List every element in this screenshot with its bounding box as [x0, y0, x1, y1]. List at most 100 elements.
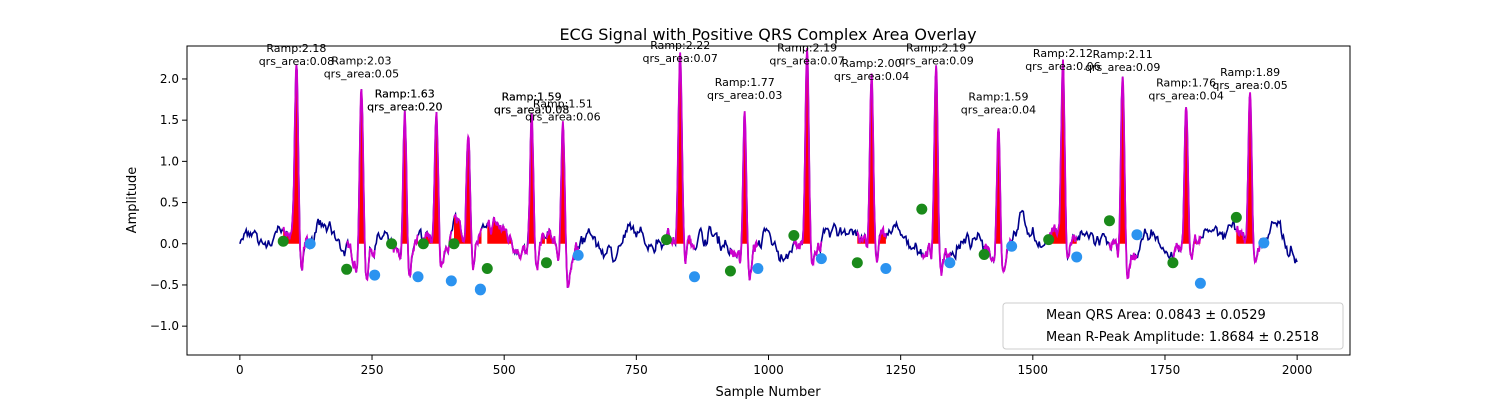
q-point-marker-0	[277, 235, 289, 247]
qrs-area-fill-5	[487, 112, 545, 244]
qrs-segment-12	[983, 128, 1012, 275]
r-peak-label-2: Ramp:1.63	[375, 87, 435, 100]
q-point-marker-10	[851, 257, 863, 269]
legend-entry-r-peak: Mean R-Peak Amplitude: 1.8684 ± 0.2518	[1046, 330, 1319, 345]
s-point-marker-0	[304, 238, 316, 250]
r-peak-label-16: Ramp:1.89	[1220, 66, 1280, 79]
r-peak-label-9: Ramp:2.19	[777, 41, 837, 54]
qrs-area-fill-3	[423, 112, 452, 244]
q-point-marker-14	[1103, 215, 1115, 227]
x-tick-label-1: 250	[361, 363, 384, 377]
chart-title: ECG Signal with Positive QRS Complex Are…	[559, 25, 976, 44]
q-point-marker-2	[386, 238, 398, 250]
s-point-marker-12	[1006, 240, 1018, 252]
qrs-area-fill-14	[1109, 76, 1137, 244]
q-point-marker-11	[916, 203, 928, 215]
s-point-marker-15	[1194, 277, 1206, 289]
y-tick-label-5: 1.5	[160, 113, 179, 127]
legend: Mean QRS Area: 0.0843 ± 0.0529 Mean R-Pe…	[1002, 302, 1344, 350]
r-peak-label-5: Ramp:1.59	[502, 91, 562, 104]
legend-entry-qrs-area: Mean QRS Area: 0.0843 ± 0.0529	[1046, 308, 1266, 323]
q-point-marker-8	[724, 265, 736, 277]
s-point-marker-2	[412, 271, 424, 283]
qrs-area-label-12: qrs_area:0.04	[961, 104, 1036, 117]
x-axis-label: Sample Number	[715, 385, 821, 400]
qrs-area-fill-4	[454, 136, 482, 244]
y-tick-label-0: −1.0	[150, 319, 179, 333]
qrs-area-label-10: qrs_area:0.04	[834, 70, 909, 83]
qrs-area-label-11: qrs_area:0.09	[898, 54, 973, 67]
qrs-segment-13	[1048, 59, 1078, 259]
s-point-marker-9	[815, 253, 827, 265]
qrs-segment-6	[545, 121, 580, 288]
qrs-area-label-5: qrs_area:0.08	[494, 104, 569, 117]
qrs-segment-4	[453, 133, 483, 271]
s-point-marker-16	[1258, 237, 1270, 249]
q-point-marker-15	[1167, 257, 1179, 269]
y-tick-label-3: 0.5	[160, 196, 179, 210]
qrs-area-label-15: qrs_area:0.04	[1148, 90, 1223, 103]
r-peak-label-10: Ramp:2.00	[842, 57, 902, 70]
legend-box	[1002, 302, 1344, 350]
qrs-segment-3	[422, 112, 453, 269]
qrs-area-fill-7	[666, 52, 695, 244]
qrs-area-fill-16	[1236, 92, 1264, 244]
q-point-marker-13	[1043, 234, 1055, 246]
qrs-segment-8	[729, 111, 759, 281]
s-point-marker-13	[1071, 251, 1083, 263]
qrs-segment-10	[856, 73, 887, 263]
r-peak-label-dup-0: Ramp:1.63	[375, 87, 435, 100]
s-point-marker-14	[1131, 229, 1143, 241]
r-peak-label-8: Ramp:1.77	[715, 76, 775, 89]
y-tick-label-6: 2.0	[160, 72, 179, 86]
x-tick-label-7: 1750	[1150, 363, 1181, 377]
x-tick-label-6: 1500	[1018, 363, 1049, 377]
qrs-segment-15	[1172, 107, 1202, 261]
x-tick-label-3: 750	[625, 363, 648, 377]
r-peak-label-15: Ramp:1.76	[1156, 77, 1216, 90]
qrs-area-fill-11	[921, 65, 950, 244]
s-point-marker-8	[752, 262, 764, 274]
qrs-area-label-dup-0: qrs_area:0.20	[367, 100, 442, 113]
s-point-marker-10	[880, 262, 892, 274]
qrs-segment-9	[793, 47, 823, 267]
qrs-segment-14	[1108, 76, 1138, 280]
qrs-area-label-6: qrs_area:0.06	[525, 110, 600, 123]
q-point-marker-4	[448, 238, 460, 250]
qrs-area-label-8: qrs_area:0.03	[707, 89, 782, 102]
qrs-area-fill-1	[346, 89, 375, 244]
y-tick-label-4: 1.0	[160, 154, 179, 168]
x-tick-label-0: 0	[236, 363, 244, 377]
qrs-area-fill-6	[546, 121, 579, 244]
s-point-marker-11	[944, 257, 956, 269]
qrs-area-label-dup-1: qrs_area:0.08	[494, 104, 569, 117]
y-tick-label-1: −0.5	[150, 278, 179, 292]
qrs-area-fill-2	[391, 110, 418, 244]
s-point-marker-6	[572, 249, 584, 261]
r-peak-label-11: Ramp:2.19	[906, 41, 966, 54]
r-peak-label-1: Ramp:2.03	[331, 54, 391, 67]
q-point-marker-7	[660, 234, 672, 246]
x-tick-label-8: 2000	[1282, 363, 1313, 377]
q-point-marker-6	[540, 257, 552, 269]
qrs-area-label-9: qrs_area:0.07	[769, 54, 844, 67]
r-peak-label-12: Ramp:1.59	[968, 91, 1028, 104]
y-tick-label-2: 0.0	[160, 237, 179, 251]
q-point-marker-5	[481, 262, 493, 274]
y-axis-label: Amplitude	[125, 167, 140, 234]
s-point-marker-3	[445, 275, 457, 287]
r-peak-label-7: Ramp:2.22	[650, 39, 710, 52]
x-tick-label-4: 1000	[753, 363, 784, 377]
qrs-area-fill-9	[793, 48, 822, 244]
qrs-area-fill-10	[857, 73, 886, 244]
qrs-segment-2	[390, 110, 419, 278]
qrs-segment-5	[486, 112, 546, 271]
qrs-area-fill-13	[1048, 59, 1077, 244]
q-point-marker-3	[417, 238, 429, 250]
s-point-marker-1	[369, 269, 381, 281]
qrs-area-label-7: qrs_area:0.07	[642, 52, 717, 65]
qrs-segment-1	[346, 89, 376, 282]
qrs-area-fill-15	[1172, 107, 1201, 244]
